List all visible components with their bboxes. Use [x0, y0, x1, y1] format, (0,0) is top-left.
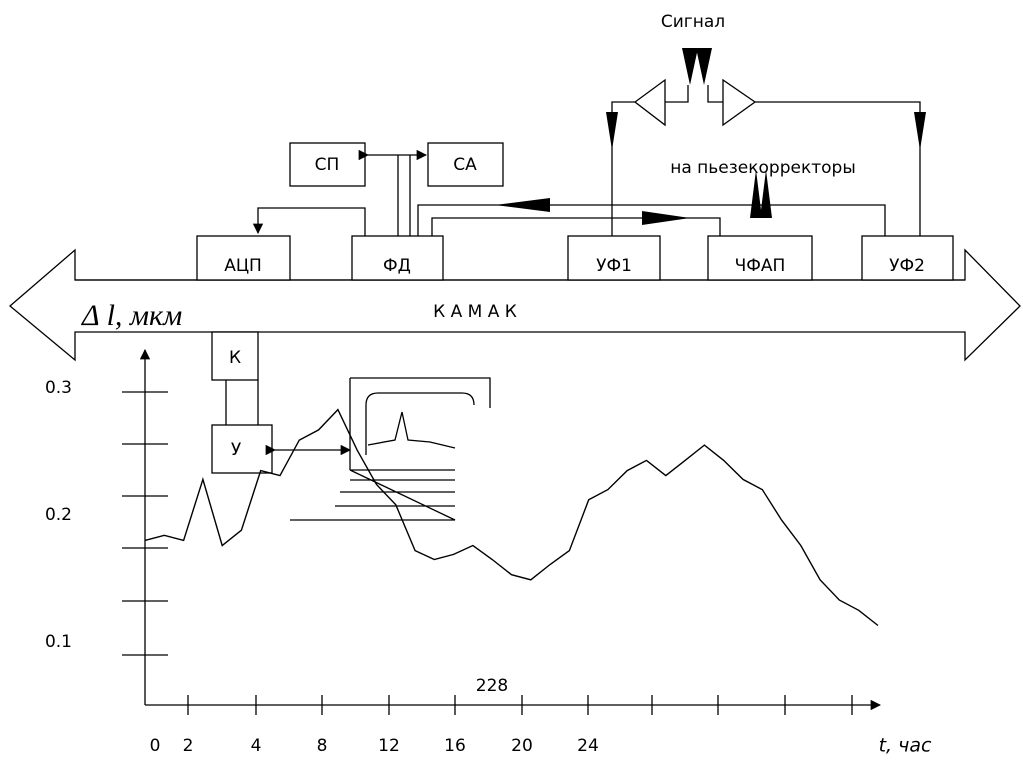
node-label: УФ1: [596, 256, 632, 276]
arrow: [642, 211, 690, 225]
x-tick-label: 20: [511, 736, 533, 756]
connector: [708, 85, 723, 102]
page: К А М А К СП СА АЦП ФД УФ1 ЧФАП УФ2 К У …: [0, 0, 1023, 767]
node-box: [212, 425, 272, 473]
node-label: К: [229, 348, 241, 368]
signal-label: Сигнал: [661, 12, 725, 32]
connector: [258, 208, 365, 236]
x-tick-label: 2: [183, 736, 194, 756]
annotation: 228: [476, 676, 508, 696]
node-label: ЧФАП: [735, 256, 786, 276]
connector: [432, 218, 720, 236]
arrow: [914, 112, 926, 150]
piezo-note: на пьезекорректоры: [670, 158, 856, 178]
x-tick-label: 8: [317, 736, 328, 756]
amplifier: [635, 80, 665, 125]
node-label: СА: [453, 155, 477, 175]
x-axis-label: t, час: [879, 735, 932, 757]
arrow: [495, 198, 550, 212]
x-tick-label: 12: [378, 736, 400, 756]
x-tick-label: 24: [577, 736, 599, 756]
connector: [665, 85, 688, 102]
x-tick-label: 4: [251, 736, 262, 756]
node-label: ФД: [383, 256, 411, 276]
screen-curve: [368, 412, 455, 448]
screen: [366, 393, 474, 455]
node-label: АЦП: [224, 256, 262, 276]
y-tick-label: 0.1: [45, 632, 72, 652]
arrow: [682, 48, 712, 85]
y-axis-label: Δ l, мкм: [81, 299, 182, 332]
y-tick-label: 0.2: [45, 505, 72, 525]
node-label: У: [231, 440, 242, 460]
node-label: СП: [315, 155, 340, 175]
node-label: УФ2: [889, 256, 925, 276]
x-tick-label: 16: [444, 736, 466, 756]
bus-label: К А М А К: [433, 302, 517, 322]
arrow: [606, 112, 618, 150]
x-tick-label: 0: [150, 736, 161, 756]
y-tick-label: 0.3: [45, 378, 72, 398]
amplifier: [723, 80, 755, 125]
